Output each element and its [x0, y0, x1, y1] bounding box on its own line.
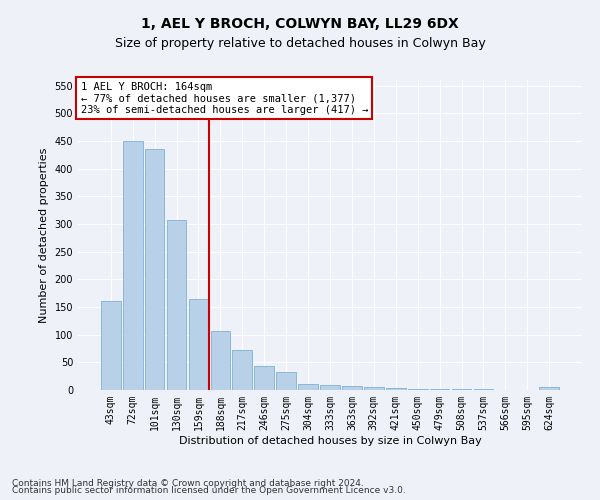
Text: Contains public sector information licensed under the Open Government Licence v3: Contains public sector information licen… — [12, 486, 406, 495]
Bar — [123, 141, 143, 390]
Bar — [167, 220, 187, 390]
Bar — [276, 372, 296, 390]
Bar — [364, 387, 384, 390]
Text: 1, AEL Y BROCH, COLWYN BAY, LL29 6DX: 1, AEL Y BROCH, COLWYN BAY, LL29 6DX — [141, 18, 459, 32]
Text: 1 AEL Y BROCH: 164sqm
← 77% of detached houses are smaller (1,377)
23% of semi-d: 1 AEL Y BROCH: 164sqm ← 77% of detached … — [80, 82, 368, 115]
X-axis label: Distribution of detached houses by size in Colwyn Bay: Distribution of detached houses by size … — [179, 436, 481, 446]
Bar — [188, 298, 208, 390]
Y-axis label: Number of detached properties: Number of detached properties — [39, 148, 49, 322]
Bar — [386, 388, 406, 390]
Bar — [342, 386, 362, 390]
Bar — [145, 149, 164, 390]
Bar — [539, 387, 559, 390]
Bar — [298, 384, 318, 390]
Text: Contains HM Land Registry data © Crown copyright and database right 2024.: Contains HM Land Registry data © Crown c… — [12, 478, 364, 488]
Bar — [254, 366, 274, 390]
Text: Size of property relative to detached houses in Colwyn Bay: Size of property relative to detached ho… — [115, 38, 485, 51]
Bar — [320, 385, 340, 390]
Bar — [101, 302, 121, 390]
Bar — [232, 350, 252, 390]
Bar — [408, 389, 428, 390]
Bar — [211, 331, 230, 390]
